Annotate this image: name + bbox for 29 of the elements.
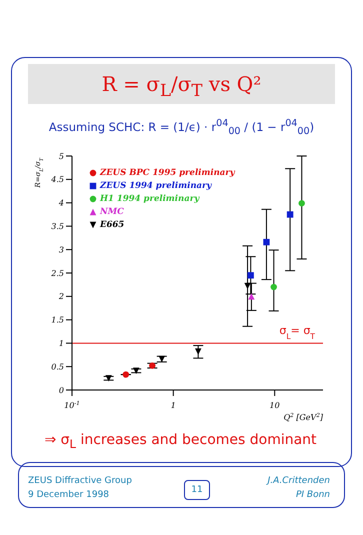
y-tick-label: 1.5 xyxy=(51,316,64,325)
text: ZEUS Diffractive Group xyxy=(28,476,132,486)
legend-label: ZEUS BPC 1995 preliminary xyxy=(100,168,235,178)
text: PI Bonn xyxy=(296,490,330,500)
x-tick-label: 10$^{-1}$ xyxy=(64,400,80,410)
y-tick-label: 4.5 xyxy=(50,175,64,184)
legend-label: H1 1994 preliminary xyxy=(100,194,200,204)
text: 9 December 1998 xyxy=(28,490,110,500)
y-tick-label: 3.5 xyxy=(51,222,64,232)
y-tick-label: 2 xyxy=(58,292,64,302)
y-tick-label: 2.5 xyxy=(50,268,64,278)
chart-title: R = σ$_{L}$/σ$_{T}$ vs Q² xyxy=(28,64,335,104)
chart-subtitle: Assuming SCHC: R = (1/ϵ) · r$^{04}$$_{00}$ / (1 − r$^{04}$$_{00}$) xyxy=(48,118,316,138)
legend-label: E665 xyxy=(100,220,124,230)
y-tick-label: 0.5 xyxy=(51,362,64,372)
ref-line-label: σ$_{L}$= σ$_{T}$ xyxy=(279,324,316,341)
y-tick-label: 3 xyxy=(58,245,64,254)
y-tick-label: 1 xyxy=(58,339,64,348)
y-tick-label: 5 xyxy=(58,152,64,161)
text: 11 xyxy=(184,480,210,500)
legend-label: ZEUS 1994 preliminary xyxy=(100,180,212,190)
y-tick-label: 0 xyxy=(58,386,64,395)
legend-label: NMC xyxy=(100,206,124,216)
x-axis-title: Q$^{2}$ [GeV$^{2}$] xyxy=(284,412,324,422)
text: J.A.Crittenden xyxy=(268,476,330,486)
text: ⇒ σ$_{L}$ increases and becomes dominant xyxy=(43,432,318,451)
x-tick-label: 1 xyxy=(170,401,176,410)
y-tick-label: 4 xyxy=(58,198,64,208)
x-tick-label: 10 xyxy=(270,401,280,410)
